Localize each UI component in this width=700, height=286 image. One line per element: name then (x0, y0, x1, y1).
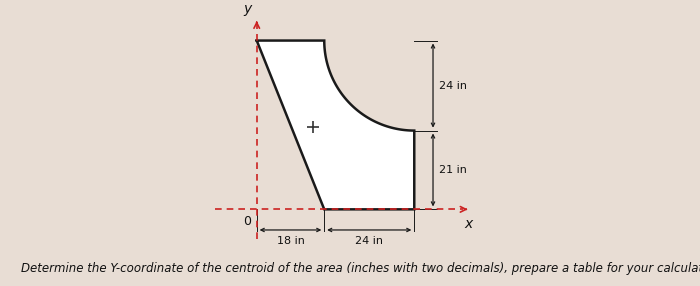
Text: 0: 0 (243, 215, 251, 228)
Text: 18 in: 18 in (276, 236, 304, 246)
Text: 24 in: 24 in (356, 236, 384, 246)
Text: Determine the Y-coordinate of the centroid of the area (inches with two decimals: Determine the Y-coordinate of the centro… (21, 262, 700, 275)
Text: 21 in: 21 in (439, 165, 466, 175)
Text: 24 in: 24 in (439, 81, 467, 91)
Polygon shape (257, 41, 414, 209)
Text: y: y (243, 2, 251, 16)
Text: x: x (464, 217, 473, 231)
